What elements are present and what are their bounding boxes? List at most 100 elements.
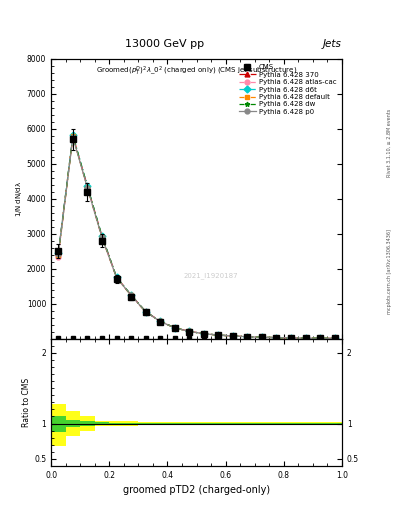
Bar: [109, 423, 124, 424]
Text: mcplots.cern.ch [arXiv:1306.3436]: mcplots.cern.ch [arXiv:1306.3436]: [387, 229, 392, 314]
Pythia 6.428 p0: [260, 334, 264, 340]
Pythia 6.428 dw: [129, 292, 134, 298]
Pythia 6.428 370: [143, 308, 148, 314]
Pythia 6.428 p0: [289, 335, 294, 341]
Pythia 6.428 dw: [231, 333, 235, 339]
Pythia 6.428 370: [260, 334, 264, 340]
Pythia 6.428 370: [187, 328, 192, 334]
Pythia 6.428 dw: [173, 325, 177, 331]
Pythia 6.428 atlas-cac: [318, 335, 323, 342]
Pythia 6.428 default: [56, 252, 61, 258]
Pythia 6.428 dw: [216, 332, 221, 338]
Bar: [66, 420, 80, 427]
Bar: [255, 423, 269, 424]
Pythia 6.428 d6t: [260, 334, 264, 340]
Pythia 6.428 dw: [187, 328, 192, 334]
Pythia 6.428 atlas-cac: [231, 333, 235, 339]
Pythia 6.428 370: [274, 334, 279, 340]
Pythia 6.428 dw: [114, 274, 119, 281]
Pythia 6.428 dw: [260, 334, 264, 340]
Text: Groomed$(p_T^D)^2\lambda\_0^2$ (charged only) (CMS jet substructure): Groomed$(p_T^D)^2\lambda\_0^2$ (charged …: [96, 65, 297, 78]
Line: Pythia 6.428 370: Pythia 6.428 370: [56, 134, 337, 341]
Pythia 6.428 p0: [158, 318, 163, 325]
Pythia 6.428 d6t: [71, 132, 75, 138]
Pythia 6.428 default: [187, 328, 192, 334]
Pythia 6.428 default: [158, 318, 163, 325]
Bar: [153, 422, 167, 425]
Pythia 6.428 d6t: [332, 335, 337, 342]
Pythia 6.428 default: [143, 309, 148, 315]
Pythia 6.428 default: [318, 335, 323, 342]
Pythia 6.428 atlas-cac: [71, 134, 75, 140]
Pythia 6.428 p0: [318, 335, 323, 342]
Pythia 6.428 p0: [114, 274, 119, 281]
Bar: [80, 416, 95, 431]
X-axis label: groomed pTD2 (charged-only): groomed pTD2 (charged-only): [123, 485, 270, 495]
Bar: [284, 422, 298, 425]
Pythia 6.428 atlas-cac: [303, 335, 308, 341]
Pythia 6.428 370: [173, 325, 177, 331]
Bar: [138, 422, 153, 425]
Pythia 6.428 370: [231, 333, 235, 339]
Pythia 6.428 atlas-cac: [158, 318, 163, 325]
Pythia 6.428 370: [158, 318, 163, 324]
Pythia 6.428 p0: [187, 328, 192, 334]
Pythia 6.428 370: [245, 334, 250, 340]
Pythia 6.428 dw: [303, 335, 308, 341]
Bar: [196, 423, 211, 424]
Pythia 6.428 dw: [245, 334, 250, 340]
Pythia 6.428 p0: [143, 309, 148, 315]
Bar: [196, 422, 211, 425]
Pythia 6.428 default: [100, 234, 105, 240]
Pythia 6.428 p0: [71, 134, 75, 140]
Pythia 6.428 p0: [202, 331, 206, 337]
Pythia 6.428 atlas-cac: [129, 293, 134, 299]
Pythia 6.428 atlas-cac: [114, 275, 119, 281]
Pythia 6.428 atlas-cac: [289, 335, 294, 341]
Pythia 6.428 d6t: [100, 233, 105, 239]
Pythia 6.428 370: [318, 335, 323, 342]
Pythia 6.428 d6t: [187, 328, 192, 334]
Pythia 6.428 default: [231, 333, 235, 339]
Pythia 6.428 default: [216, 332, 221, 338]
Pythia 6.428 p0: [85, 185, 90, 191]
Pythia 6.428 d6t: [158, 318, 163, 325]
Pythia 6.428 370: [129, 292, 134, 298]
Pythia 6.428 370: [216, 332, 221, 338]
Y-axis label: Ratio to CMS: Ratio to CMS: [22, 378, 31, 427]
Pythia 6.428 370: [71, 133, 75, 139]
Line: Pythia 6.428 default: Pythia 6.428 default: [56, 134, 337, 341]
Pythia 6.428 atlas-cac: [274, 334, 279, 340]
Pythia 6.428 370: [56, 250, 61, 256]
Pythia 6.428 dw: [332, 335, 337, 342]
Pythia 6.428 atlas-cac: [173, 325, 177, 331]
Pythia 6.428 atlas-cac: [216, 332, 221, 338]
Pythia 6.428 default: [114, 274, 119, 281]
Bar: [269, 423, 284, 424]
Bar: [211, 423, 226, 424]
Text: 2021_I1920187: 2021_I1920187: [184, 272, 238, 279]
Bar: [167, 422, 182, 425]
Pythia 6.428 default: [303, 335, 308, 341]
Pythia 6.428 370: [303, 335, 308, 341]
Bar: [124, 423, 138, 424]
Pythia 6.428 d6t: [318, 335, 323, 342]
Pythia 6.428 default: [289, 335, 294, 341]
Bar: [51, 404, 66, 446]
Pythia 6.428 dw: [289, 335, 294, 341]
Bar: [226, 422, 240, 425]
Pythia 6.428 atlas-cac: [100, 235, 105, 241]
Pythia 6.428 d6t: [56, 249, 61, 255]
Pythia 6.428 d6t: [303, 335, 308, 341]
Bar: [240, 422, 255, 425]
Pythia 6.428 p0: [173, 325, 177, 331]
Pythia 6.428 default: [85, 184, 90, 190]
Pythia 6.428 p0: [332, 335, 337, 342]
Pythia 6.428 default: [274, 334, 279, 340]
Pythia 6.428 atlas-cac: [56, 253, 61, 260]
Bar: [109, 421, 124, 425]
Pythia 6.428 dw: [158, 318, 163, 325]
Bar: [95, 421, 109, 426]
Bar: [153, 423, 167, 424]
Line: Pythia 6.428 p0: Pythia 6.428 p0: [56, 135, 337, 341]
